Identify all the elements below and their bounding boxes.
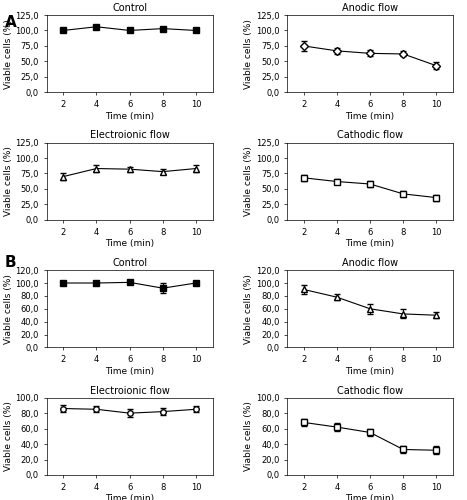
X-axis label: Time (min): Time (min) xyxy=(105,240,154,248)
X-axis label: Time (min): Time (min) xyxy=(346,494,395,500)
X-axis label: Time (min): Time (min) xyxy=(105,112,154,120)
Title: Anodic flow: Anodic flow xyxy=(342,3,398,13)
X-axis label: Time (min): Time (min) xyxy=(105,494,154,500)
Title: Control: Control xyxy=(112,3,147,13)
X-axis label: Time (min): Time (min) xyxy=(346,367,395,376)
Y-axis label: Viable cells (%): Viable cells (%) xyxy=(4,18,13,88)
Title: Cathodic flow: Cathodic flow xyxy=(337,386,403,396)
Y-axis label: Viable cells (%): Viable cells (%) xyxy=(4,402,13,471)
Y-axis label: Viable cells (%): Viable cells (%) xyxy=(244,146,253,216)
Title: Electroionic flow: Electroionic flow xyxy=(90,386,170,396)
Y-axis label: Viable cells (%): Viable cells (%) xyxy=(4,274,13,344)
Text: A: A xyxy=(5,15,16,30)
X-axis label: Time (min): Time (min) xyxy=(346,240,395,248)
Title: Electroionic flow: Electroionic flow xyxy=(90,130,170,140)
X-axis label: Time (min): Time (min) xyxy=(346,112,395,120)
Y-axis label: Viable cells (%): Viable cells (%) xyxy=(244,18,253,88)
Title: Anodic flow: Anodic flow xyxy=(342,258,398,268)
X-axis label: Time (min): Time (min) xyxy=(105,367,154,376)
Text: B: B xyxy=(5,255,16,270)
Title: Cathodic flow: Cathodic flow xyxy=(337,130,403,140)
Y-axis label: Viable cells (%): Viable cells (%) xyxy=(244,274,253,344)
Y-axis label: Viable cells (%): Viable cells (%) xyxy=(244,402,253,471)
Title: Control: Control xyxy=(112,258,147,268)
Y-axis label: Viable cells (%): Viable cells (%) xyxy=(4,146,13,216)
